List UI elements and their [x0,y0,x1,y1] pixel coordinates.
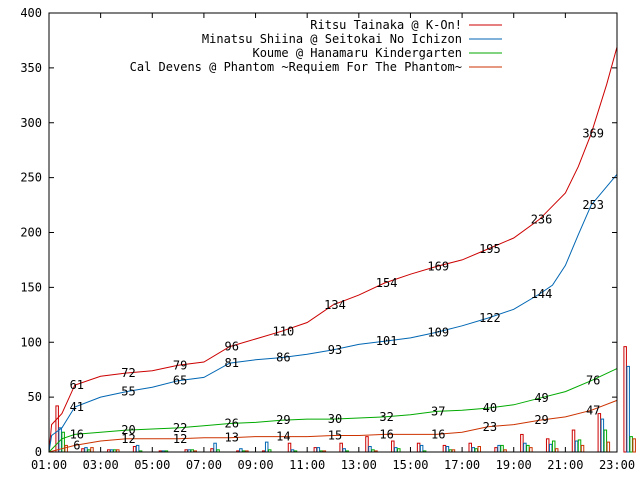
data-label: 369 [582,127,604,141]
data-label: 29 [276,413,290,427]
x-tick-label: 23:00 [599,458,635,472]
data-label: 16 [379,427,393,441]
series-line [48,46,618,453]
y-tick-label: 50 [28,390,42,404]
x-tick-label: 15:00 [392,458,428,472]
x-tick-label: 11:00 [289,458,325,472]
x-tick-label: 01:00 [31,458,67,472]
data-label: 65 [173,374,187,388]
y-tick-label: 100 [20,335,42,349]
data-label: 20 [121,423,135,437]
data-label: 61 [70,378,84,392]
x-tick-label: 21:00 [547,458,583,472]
x-tick-label: 09:00 [237,458,273,472]
legend-label: Ritsu Tainaka @ K-On! [310,18,462,32]
data-label: 47 [586,403,600,417]
data-label: 154 [376,276,398,290]
data-label: 76 [586,374,600,388]
data-label: 32 [379,410,393,424]
x-tick-label: 03:00 [83,458,119,472]
data-label: 49 [534,391,548,405]
axes: 0 50 100 150 200 250 300 350 400 01:00 03:00 05:00 0… [20,6,635,472]
series-line [48,368,618,453]
data-label: 16 [70,427,84,441]
data-label: 12 [173,432,187,446]
data-label: 23 [483,420,497,434]
y-tick-label: 300 [20,116,42,130]
series-lines [48,46,618,453]
data-label: 109 [427,325,449,339]
data-label: 16 [431,427,445,441]
data-label: 79 [173,358,187,372]
data-label: 101 [376,334,398,348]
data-label: 41 [70,400,84,414]
data-label: 30 [328,412,342,426]
legend-label: Koume @ Hanamaru Kindergarten [252,46,462,60]
data-label: 122 [479,311,501,325]
data-label: 72 [121,366,135,380]
x-tick-label: 05:00 [134,458,170,472]
data-label: 6 [73,438,80,452]
data-label: 15 [328,429,342,443]
data-label: 195 [479,242,501,256]
data-label: 134 [324,298,346,312]
legend-label: Cal Devens @ Phantom ~Requiem For The Ph… [130,60,462,74]
series-line [48,173,618,453]
data-label: 144 [531,287,553,301]
data-label: 26 [225,416,239,430]
y-tick-label: 250 [20,171,42,185]
x-tick-label: 19:00 [496,458,532,472]
data-label: 12 [121,432,135,446]
x-tick-label: 13:00 [341,458,377,472]
legend: Ritsu Tainaka @ K-On!Minatsu Shiina @ Se… [130,18,502,74]
data-label: 40 [483,401,497,415]
data-label: 13 [225,431,239,445]
data-label: 93 [328,343,342,357]
hourly-bar [626,365,630,453]
x-tick-label: 17:00 [444,458,480,472]
y-tick-label: 400 [20,6,42,20]
data-label: 22 [173,421,187,435]
data-label: 37 [431,404,445,418]
data-label: 236 [531,212,553,226]
data-label: 169 [427,260,449,274]
data-label: 253 [582,198,604,212]
data-label: 14 [276,430,290,444]
y-tick-label: 350 [20,61,42,75]
y-tick-label: 200 [20,226,42,240]
series-line [48,399,618,453]
hourly-bar [632,438,636,453]
data-label: 81 [225,356,239,370]
data-label: 86 [276,351,290,365]
legend-label: Minatsu Shiina @ Seitokai No Ichizon [202,32,462,46]
y-tick-label: 0 [35,445,42,459]
data-label: 55 [121,385,135,399]
data-label: 110 [273,324,295,338]
data-label: 96 [225,340,239,354]
y-tick-label: 150 [20,280,42,294]
x-tick-label: 07:00 [186,458,222,472]
data-label: 29 [534,413,548,427]
